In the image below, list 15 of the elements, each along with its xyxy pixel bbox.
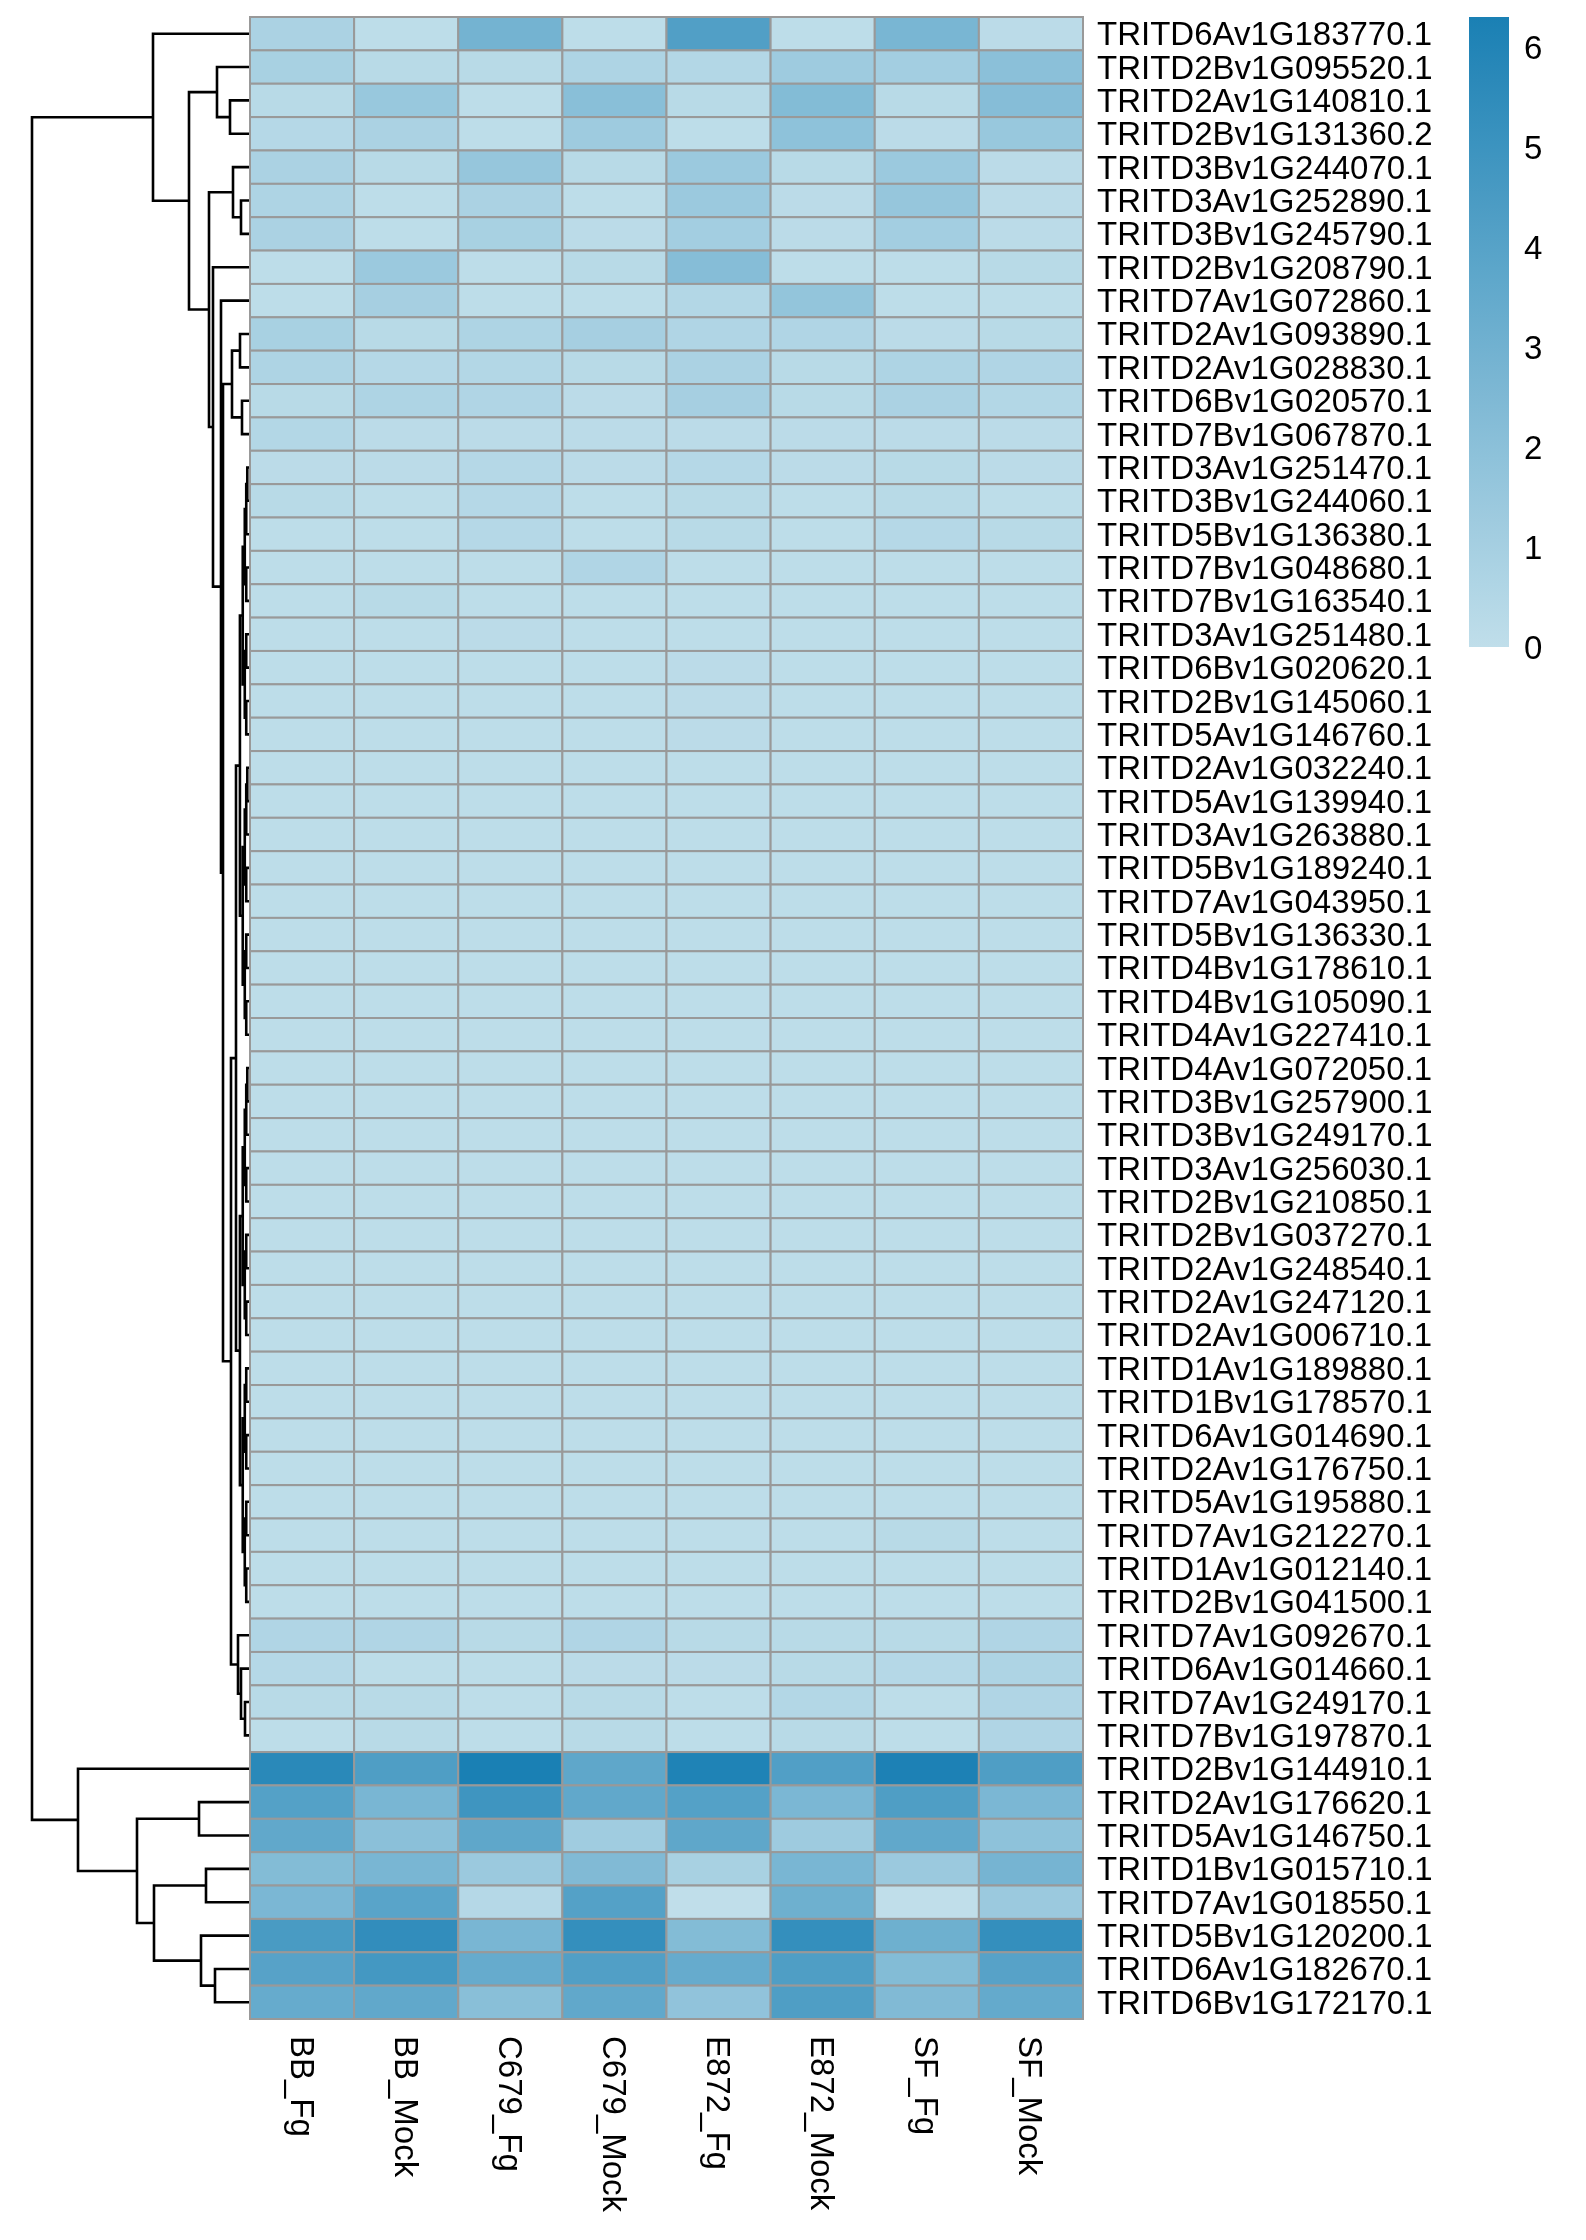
- color-bar-label: 4: [1524, 228, 1543, 266]
- color-bar-label: 2: [1524, 428, 1543, 466]
- x-tick-label: C679_Fg: [491, 2036, 529, 2172]
- x-tick-label: BB_Fg: [283, 2036, 321, 2137]
- color-bar-label: 0: [1524, 628, 1543, 666]
- color-bar-label: 6: [1524, 28, 1543, 66]
- color-bar-label: 1: [1524, 528, 1543, 566]
- color-bar-label: 3: [1524, 328, 1543, 366]
- x-tick-label: BB_Mock: [387, 2036, 425, 2178]
- x-tick-label: C679_Mock: [595, 2036, 633, 2213]
- x-tick-label: SF_Fg: [908, 2036, 946, 2136]
- x-tick-label: SF_Mock: [1012, 2036, 1050, 2176]
- x-tick-label: E872_Fg: [700, 2036, 738, 2170]
- color-bar-label: 5: [1524, 128, 1543, 166]
- x-tick-label: E872_Mock: [804, 2036, 842, 2211]
